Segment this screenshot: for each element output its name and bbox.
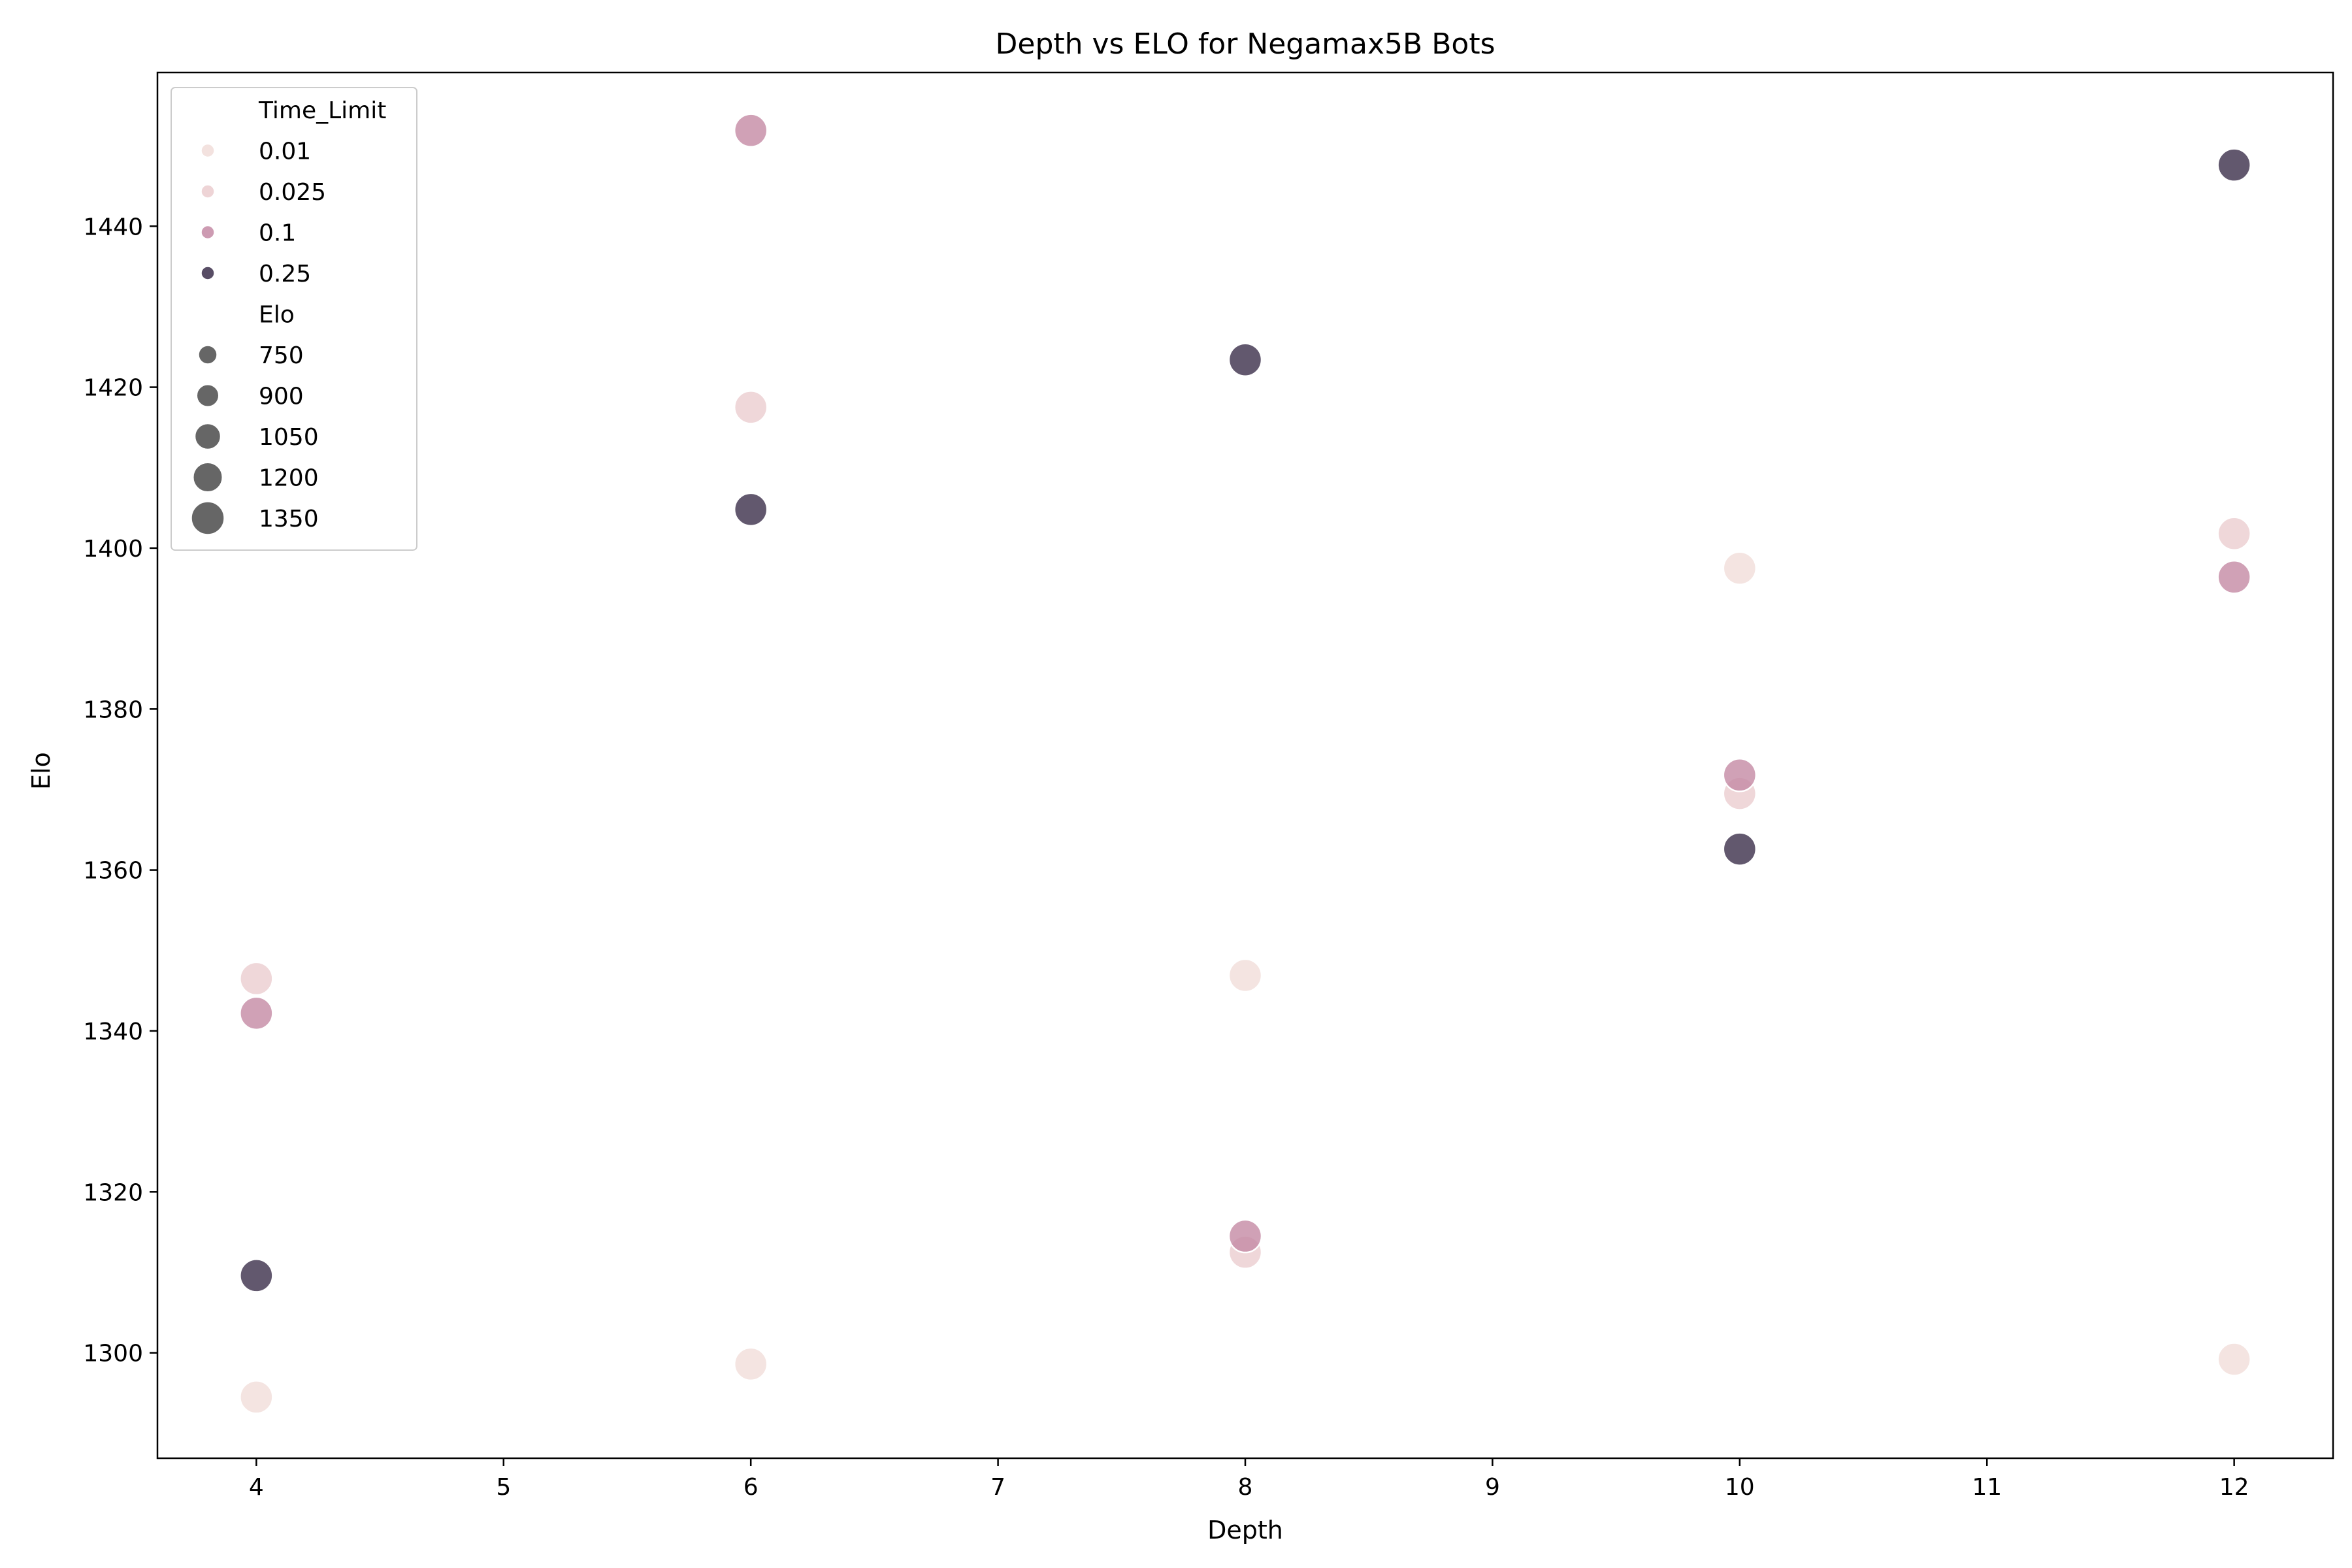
legend-size-marker bbox=[196, 384, 220, 407]
legend-hue-label: 0.01 bbox=[259, 139, 311, 165]
y-tick-label: 1380 bbox=[83, 696, 143, 723]
axes-layer: 4 5 6 7 8 9 10 11 12 1300 1320 1340 1360 1380 1400 1420… bbox=[83, 71, 2334, 1501]
x-tick-label: 8 bbox=[1238, 1474, 1253, 1501]
legend-hue-marker bbox=[201, 143, 215, 158]
legend-box bbox=[171, 87, 417, 551]
y-tick-label: 1360 bbox=[83, 858, 143, 885]
points-layer bbox=[239, 113, 2251, 1414]
data-point bbox=[239, 996, 274, 1031]
y-tick-label: 1420 bbox=[83, 375, 143, 402]
legend-hue-label: 0.1 bbox=[259, 220, 296, 247]
x-tick-label: 12 bbox=[2219, 1474, 2249, 1501]
data-point bbox=[239, 961, 274, 996]
data-point bbox=[2217, 1342, 2251, 1377]
legend-size-title: Elo bbox=[259, 302, 295, 329]
x-tick-label: 9 bbox=[1485, 1474, 1500, 1501]
data-point bbox=[2217, 560, 2251, 595]
data-point bbox=[239, 1380, 274, 1414]
legend-size-marker bbox=[191, 501, 225, 535]
x-tick-label: 10 bbox=[1725, 1474, 1755, 1501]
x-tick-label: 6 bbox=[743, 1474, 759, 1501]
legend-hue-marker bbox=[201, 266, 215, 280]
legend: Time_Limit 0.01 0.025 0.1 0.25 Elo 750 900 1050 1… bbox=[171, 87, 417, 551]
chart-title: Depth vs ELO for Negamax5B Bots bbox=[996, 27, 1495, 61]
data-point bbox=[733, 1347, 768, 1382]
data-point bbox=[1228, 1218, 1263, 1254]
data-point bbox=[2217, 516, 2251, 551]
y-axis-label: Elo bbox=[27, 752, 56, 790]
data-point bbox=[1228, 342, 1263, 377]
data-point bbox=[733, 390, 768, 425]
data-point bbox=[1722, 551, 1757, 585]
data-point bbox=[733, 113, 768, 148]
data-point bbox=[1722, 758, 1757, 792]
y-tick-label: 1320 bbox=[83, 1179, 143, 1206]
y-tick-label: 1340 bbox=[83, 1019, 143, 1045]
legend-size-label: 1050 bbox=[259, 424, 319, 451]
y-tick-label: 1400 bbox=[83, 536, 143, 563]
legend-size-label: 1350 bbox=[259, 506, 319, 532]
legend-hue-title: Time_Limit bbox=[258, 97, 386, 124]
legend-size-label: 750 bbox=[259, 342, 304, 369]
data-point bbox=[2217, 148, 2251, 182]
data-point bbox=[239, 1258, 274, 1293]
legend-size-label: 1200 bbox=[259, 465, 319, 492]
legend-hue-label: 0.25 bbox=[259, 261, 311, 287]
x-tick-label: 11 bbox=[1972, 1474, 2002, 1501]
x-tick-label: 4 bbox=[249, 1474, 264, 1501]
legend-size-marker bbox=[193, 462, 223, 493]
data-point bbox=[733, 492, 768, 527]
legend-hue-label: 0.025 bbox=[259, 179, 326, 206]
y-tick-label: 1440 bbox=[83, 214, 143, 240]
data-point bbox=[1722, 832, 1757, 866]
legend-size-label: 900 bbox=[259, 384, 304, 410]
x-tick-label: 7 bbox=[990, 1474, 1005, 1501]
legend-size-marker bbox=[194, 423, 221, 450]
y-tick-label: 1300 bbox=[83, 1341, 143, 1367]
x-axis-label: Depth bbox=[1207, 1516, 1283, 1544]
x-tick-label: 5 bbox=[496, 1474, 511, 1501]
legend-size-marker bbox=[198, 345, 218, 365]
data-point bbox=[1228, 958, 1263, 993]
legend-hue-marker bbox=[201, 184, 215, 199]
legend-hue-marker bbox=[201, 225, 215, 240]
